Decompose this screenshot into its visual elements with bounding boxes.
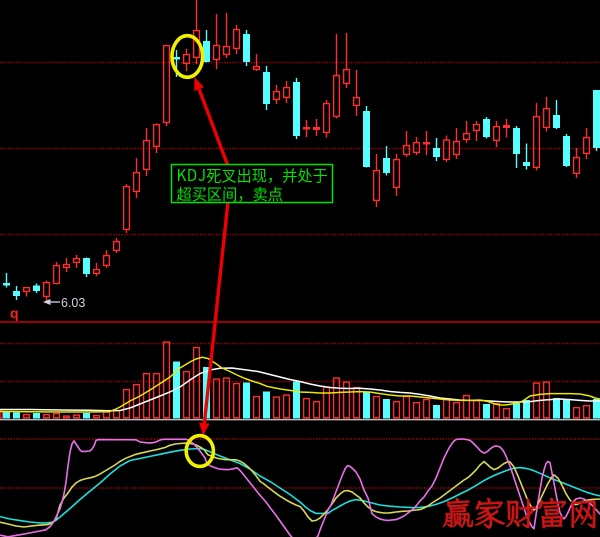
svg-text:6.03: 6.03 [61, 296, 85, 310]
svg-text:q: q [10, 305, 19, 321]
